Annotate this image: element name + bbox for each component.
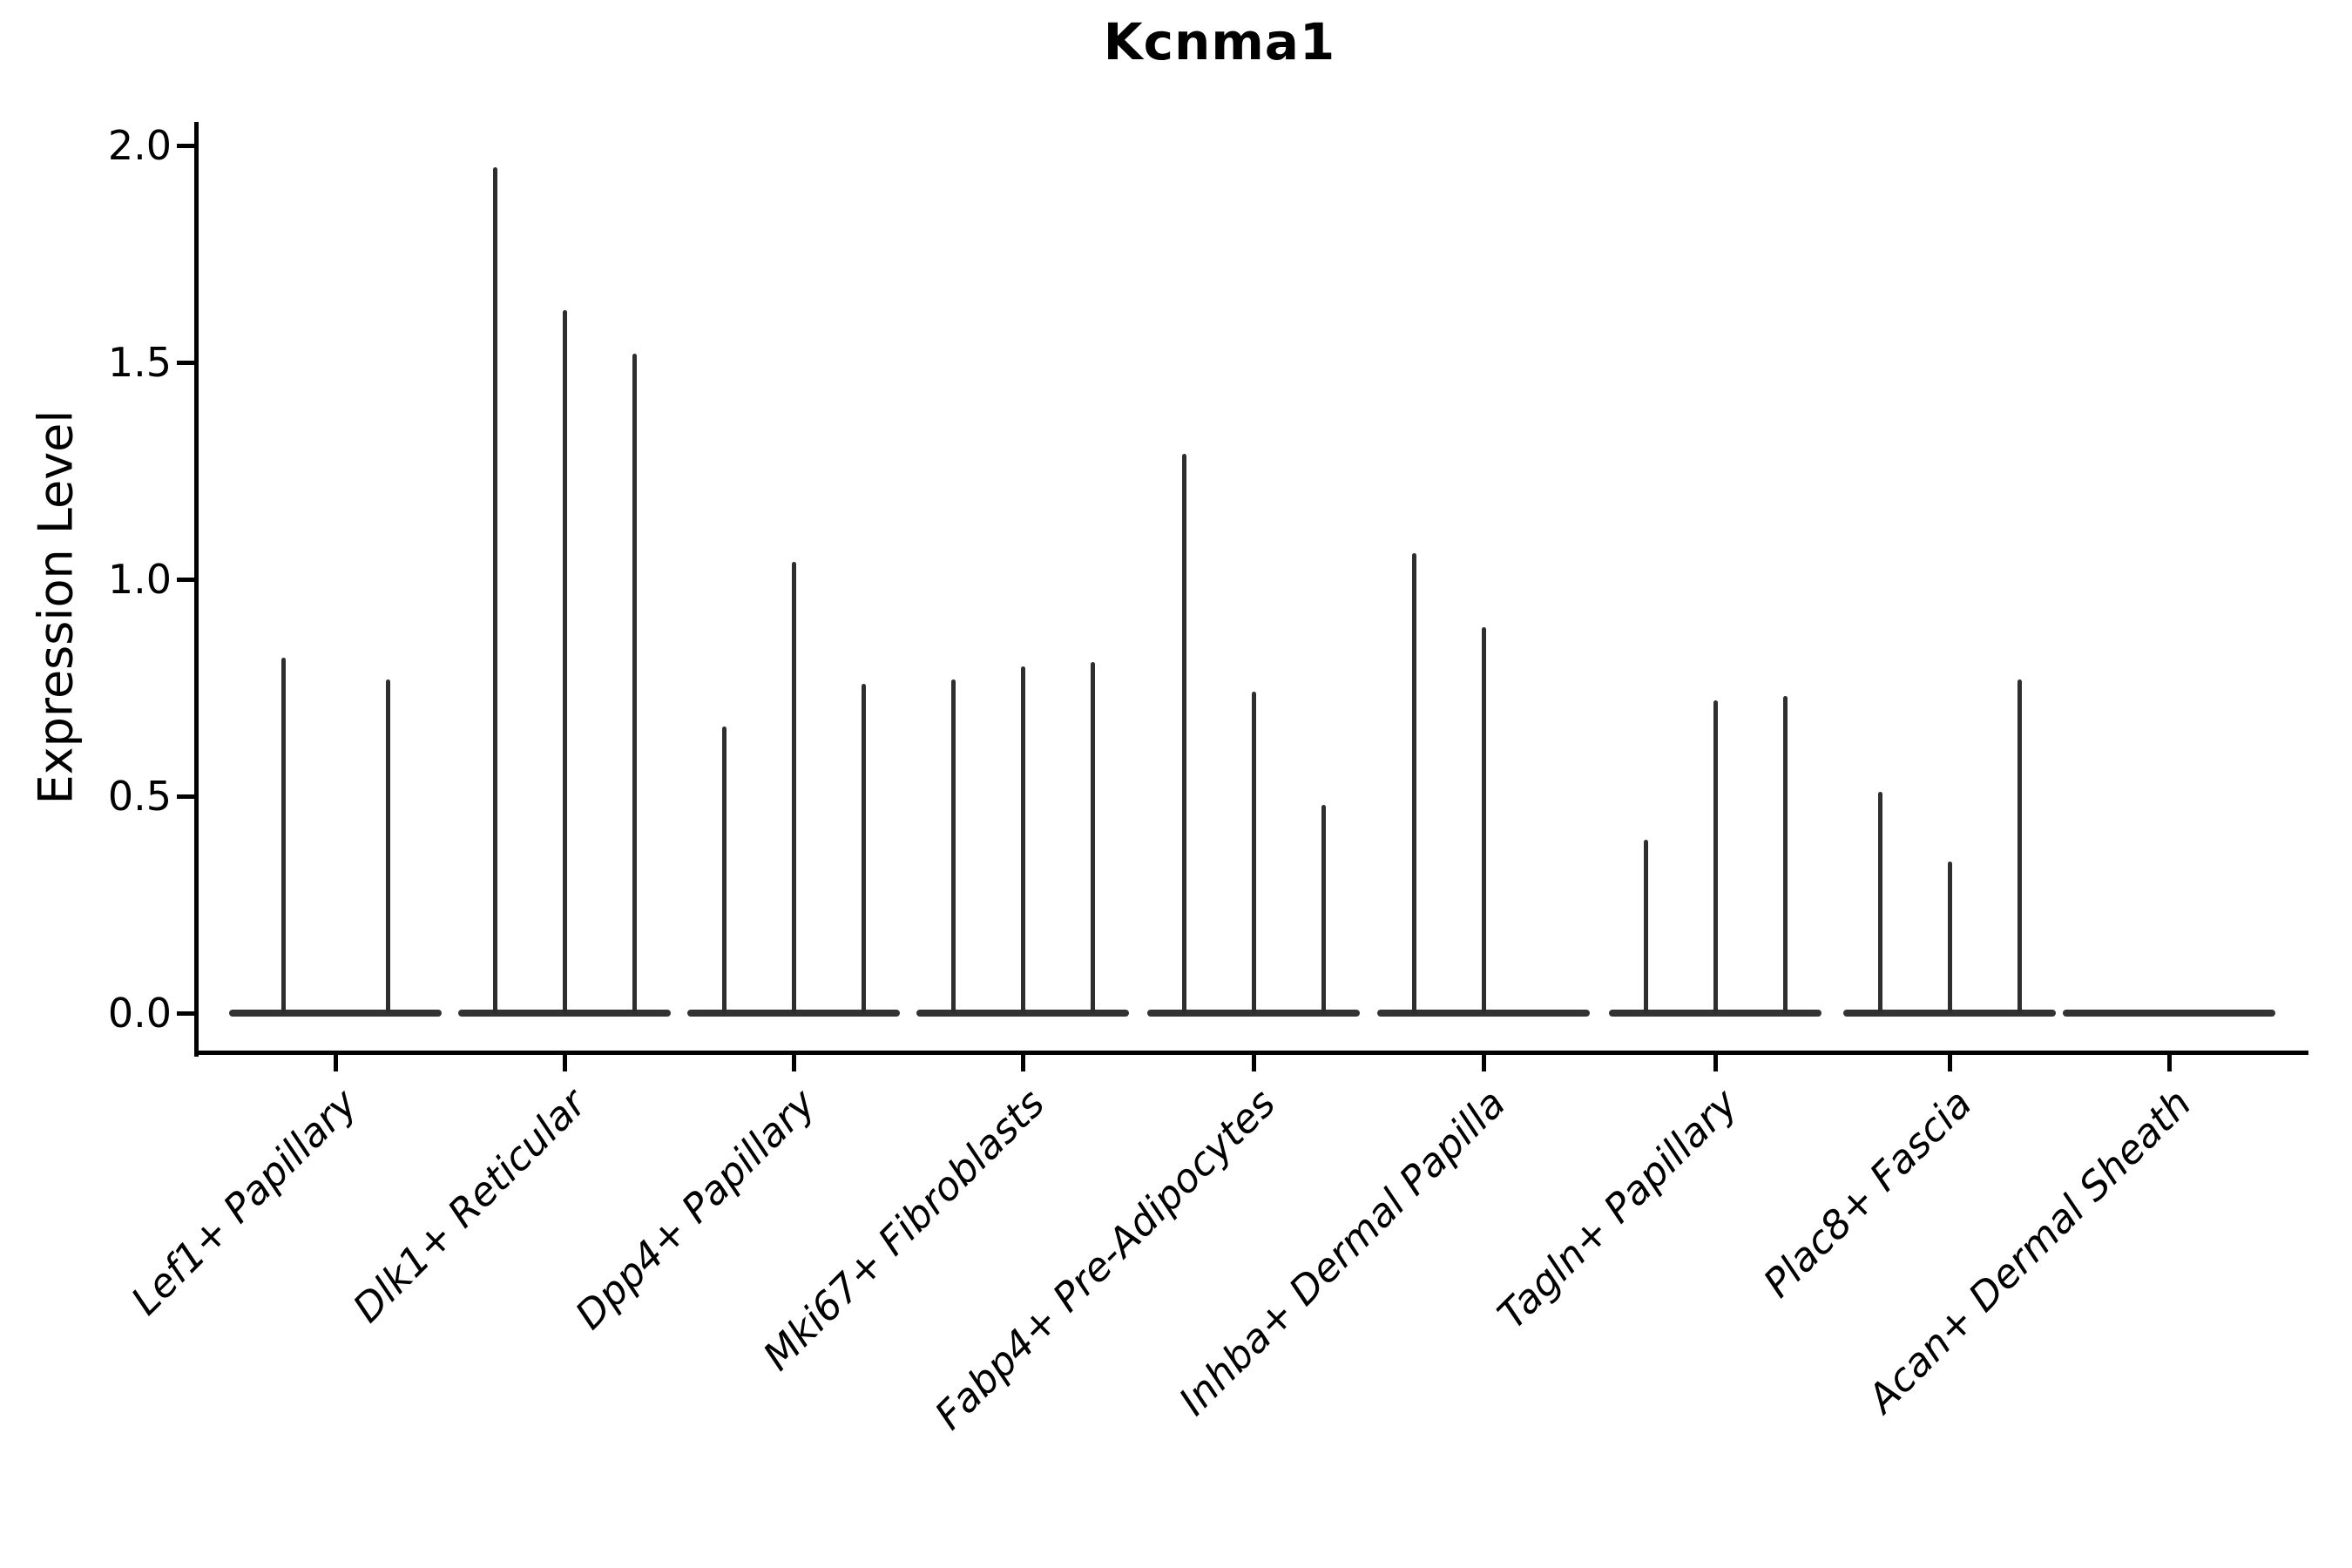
violin-spike [281,657,286,1013]
violin-base [2063,1010,2275,1017]
y-axis-spine [194,122,199,1057]
violin-spike [1321,804,1326,1013]
violin-spike [2017,679,2022,1013]
x-tick [792,1052,796,1071]
x-tick [1482,1052,1486,1071]
violin-spike [1091,661,1095,1013]
violin-base [1377,1010,1590,1017]
chart-title: Kcnma1 [1103,12,1336,71]
x-tick-label: Lef1+ Papillary [122,1079,367,1324]
violin-spike [1713,700,1718,1013]
violin-base [229,1010,442,1017]
violin-spike [1644,839,1648,1013]
y-tick-label: 1.0 [107,556,172,603]
violin-base [1147,1010,1360,1017]
violin-spike [722,727,727,1013]
violin-base [1609,1010,1821,1017]
violin-spike [792,562,796,1013]
y-tick [177,1011,196,1016]
y-tick-label: 0.0 [107,990,172,1037]
violin-base [916,1010,1129,1017]
y-tick-label: 2.0 [107,122,172,169]
x-tick-label: Dlk1+ Reticular [343,1079,596,1332]
y-tick-label: 0.5 [107,773,172,820]
violin-spike [493,166,497,1013]
violin-spike [632,354,637,1013]
violin-spike [1482,626,1486,1013]
violin-base [687,1010,900,1017]
x-tick [1948,1052,1952,1071]
x-tick [1713,1052,1718,1071]
violin-base [458,1010,671,1017]
x-tick [1021,1052,1025,1071]
y-axis-label: Expression Level [28,409,84,805]
violin-spike [862,683,866,1013]
y-tick-label: 1.5 [107,339,172,386]
x-tick-label: Tagln+ Papillary [1488,1079,1747,1338]
violin-spike [1182,453,1186,1013]
violin-spike [563,310,567,1013]
y-tick [177,578,196,582]
violin-spike [951,679,956,1013]
x-tick-label: Dpp4+ Papillary [566,1079,825,1339]
x-tick [1252,1052,1256,1071]
violin-spike [1948,861,1952,1013]
violin-spike [1021,666,1025,1013]
y-tick [177,144,196,148]
x-tick-label: Plac8+ Fascia [1754,1079,1981,1307]
violin-spike [1252,692,1256,1013]
violin-spike [386,679,390,1013]
violin-spike [1412,553,1416,1013]
x-tick [334,1052,338,1071]
x-axis-spine [194,1051,2308,1055]
x-tick [2167,1052,2172,1071]
violin-base [1843,1010,2056,1017]
violin-spike [1783,696,1788,1013]
x-tick [563,1052,567,1071]
violin-spike [1878,792,1882,1013]
y-tick [177,361,196,365]
y-tick [177,794,196,799]
